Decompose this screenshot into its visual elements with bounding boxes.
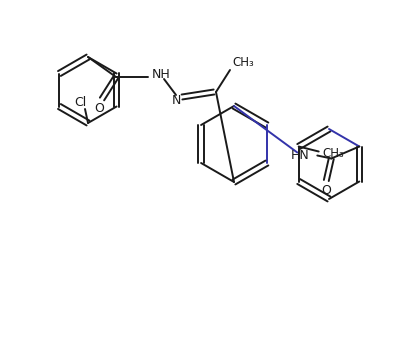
Text: CH₃: CH₃ (232, 56, 254, 69)
Text: O: O (321, 184, 331, 197)
Text: NH: NH (152, 69, 171, 82)
Text: Cl: Cl (74, 96, 86, 109)
Text: CH₃: CH₃ (323, 147, 345, 160)
Text: HN: HN (291, 149, 310, 162)
Text: N: N (171, 95, 181, 108)
Text: O: O (94, 103, 104, 116)
